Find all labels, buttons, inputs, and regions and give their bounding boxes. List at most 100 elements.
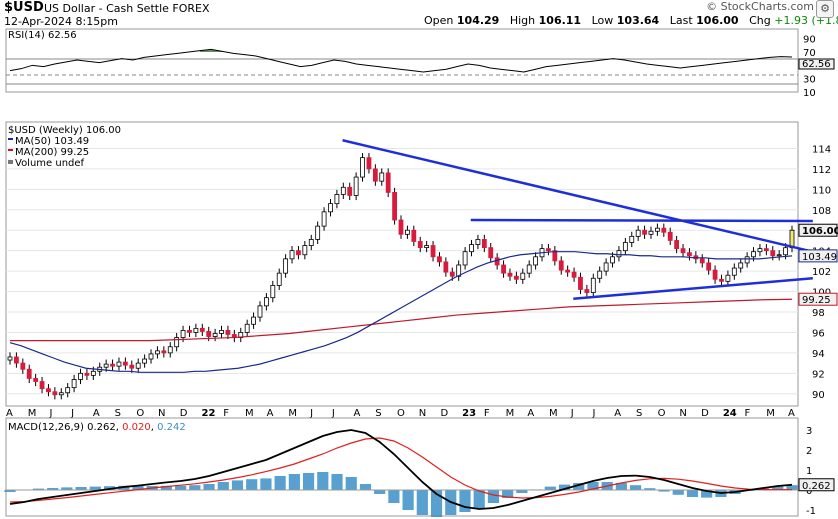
candle (353, 176, 359, 196)
trendline-lower-ascending (573, 277, 813, 300)
candle (225, 329, 231, 335)
month-label: O (136, 408, 144, 419)
candle (584, 289, 590, 293)
macd-hist-bar (516, 490, 528, 493)
candle (751, 251, 756, 258)
month-label: D (440, 408, 448, 419)
candle (398, 219, 404, 235)
gear-icon[interactable]: ⚙ (816, 0, 834, 18)
month-label: 22 (202, 408, 216, 419)
candle (443, 261, 449, 273)
candle (103, 363, 109, 368)
candle (296, 250, 301, 256)
price-tick-label: 98 (812, 308, 825, 319)
candle (251, 316, 256, 325)
low-label: Low (591, 14, 614, 27)
candle (334, 194, 340, 205)
candle (302, 245, 308, 256)
ma200-series (10, 298, 793, 342)
candle (33, 378, 39, 382)
candle (719, 278, 724, 282)
macd-hist-bar (701, 490, 713, 498)
high-value: 106.11 (538, 14, 582, 27)
macd-hist-bar (558, 484, 571, 490)
candle (14, 356, 19, 364)
stockcharts-credit[interactable]: © StockCharts.com (706, 0, 814, 13)
candle (39, 381, 45, 390)
candle (405, 229, 410, 235)
legend-ma200: MA(200) 99.25 (15, 147, 89, 158)
candle (488, 247, 494, 259)
candle (116, 361, 122, 367)
candle (148, 353, 154, 360)
candle (565, 269, 571, 273)
price-badge-label: 103.49 (802, 252, 837, 263)
chart-date: 12-Apr-2024 8:15pm (4, 15, 118, 28)
macd-hist-bar (47, 488, 59, 490)
macd-hist-bar (4, 490, 16, 492)
last-value: 106.00 (696, 14, 739, 27)
macd-hist-bar (302, 473, 315, 490)
candle (712, 269, 718, 280)
macd-hist-bar (658, 490, 670, 492)
month-label: A (614, 408, 621, 419)
candle (731, 267, 737, 276)
month-label: A (527, 408, 534, 419)
candle (257, 305, 263, 318)
macd-hist-bar (260, 478, 272, 490)
macd-hist-bar (686, 490, 699, 497)
macd-tick-label: 3 (806, 426, 812, 437)
macd-hist-bar (317, 472, 329, 490)
candle (642, 229, 647, 235)
macd-signal-value: 0.020 (122, 422, 151, 433)
macd-hist-bar (359, 484, 372, 490)
macd-tick-label: 1 (806, 466, 812, 477)
macd-hist-bar (288, 474, 300, 490)
month-label: 24 (723, 408, 737, 419)
macd-hist-bar (487, 490, 500, 503)
candle (616, 250, 622, 258)
candle (263, 297, 269, 307)
month-label: F (484, 408, 490, 419)
rsi-label: RSI(14) 62.56 (8, 30, 77, 41)
macd-badge-box (798, 478, 835, 492)
macd-hist-bar (430, 490, 443, 517)
candle (347, 186, 353, 196)
price-tick-label: 114 (812, 144, 831, 155)
candle (167, 346, 173, 354)
ma200-swatch (8, 149, 13, 151)
candle (392, 191, 397, 221)
candle (430, 245, 436, 258)
month-label: M (28, 408, 37, 419)
price-tick-label: 102 (812, 267, 831, 278)
month-label: A (788, 408, 795, 419)
macd-hist-bar (189, 485, 201, 490)
rsi-tick-label: 90 (803, 35, 816, 46)
candle (667, 231, 673, 241)
symbol[interactable]: $USD (4, 0, 44, 15)
macd-badge-label: 0.262 (802, 481, 831, 492)
rsi-panel (5, 28, 799, 93)
candle (674, 240, 680, 250)
candle (161, 350, 167, 354)
candle (372, 168, 378, 182)
macd-hist-bar (644, 488, 656, 490)
high-label: High (509, 14, 536, 27)
candle (526, 264, 532, 274)
candle (26, 368, 32, 379)
month-label: F (745, 408, 751, 419)
macd-panel (5, 417, 799, 517)
ma50-series (9, 251, 793, 373)
macd-hist-bar (331, 474, 343, 490)
month-label: M (766, 408, 775, 419)
candle (610, 256, 615, 264)
candle (142, 358, 148, 364)
month-label: J (70, 408, 74, 419)
month-label: F (223, 408, 229, 419)
candle (558, 260, 564, 271)
price-badge-label: 99.25 (802, 295, 831, 306)
price-tick-label: 90 (812, 390, 825, 401)
month-label: A (93, 408, 100, 419)
candle (199, 327, 205, 332)
